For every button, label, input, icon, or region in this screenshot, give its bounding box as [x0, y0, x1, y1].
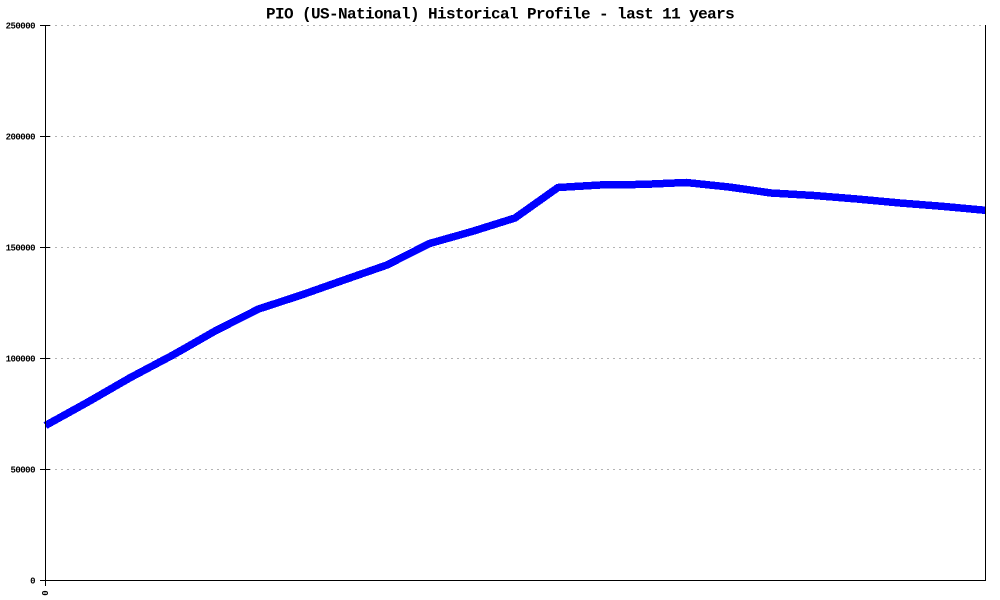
svg-text:200000: 200000 — [6, 133, 36, 143]
svg-text:50000: 50000 — [10, 466, 35, 476]
svg-text:250000: 250000 — [6, 22, 36, 32]
svg-text:0: 0 — [41, 590, 51, 595]
svg-text:100000: 100000 — [6, 355, 36, 365]
svg-text:150000: 150000 — [6, 244, 36, 254]
svg-text:PIO (US-National) Historical P: PIO (US-National) Historical Profile - l… — [266, 6, 734, 24]
svg-text:0: 0 — [30, 577, 35, 587]
